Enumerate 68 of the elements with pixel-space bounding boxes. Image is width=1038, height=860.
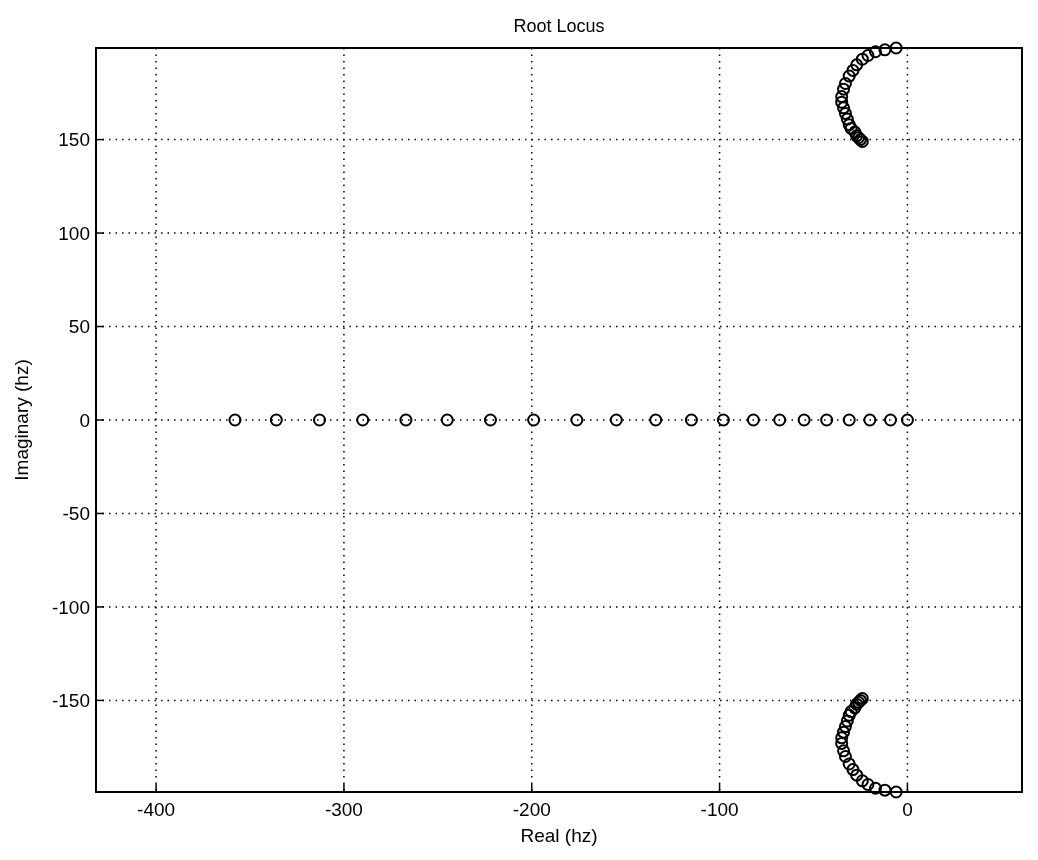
point <box>838 720 852 734</box>
point <box>863 413 877 427</box>
y-tick-label: 0 <box>79 409 90 431</box>
point <box>884 413 898 427</box>
y-tick-label: -150 <box>51 690 90 712</box>
y-tick-label: 50 <box>68 316 90 338</box>
point <box>889 785 903 799</box>
point <box>716 413 730 427</box>
point <box>840 112 854 126</box>
x-tick-label: -200 <box>512 799 551 820</box>
point <box>228 413 242 427</box>
chart-title: Root Locus <box>513 16 605 36</box>
point <box>440 413 454 427</box>
point <box>846 63 860 77</box>
point <box>837 101 851 115</box>
point <box>820 413 834 427</box>
point <box>878 43 892 57</box>
point <box>878 783 892 797</box>
point <box>684 413 698 427</box>
point <box>838 749 852 763</box>
point <box>609 413 623 427</box>
point <box>356 413 370 427</box>
point <box>846 763 860 777</box>
point <box>855 52 869 66</box>
x-tick-label: -100 <box>700 799 739 820</box>
point <box>842 413 856 427</box>
point <box>837 725 851 739</box>
point <box>850 58 864 72</box>
point <box>835 90 849 104</box>
point <box>269 413 283 427</box>
point <box>868 45 882 59</box>
y-tick-label: -50 <box>62 503 90 525</box>
y-tick-label: 100 <box>58 222 90 244</box>
point <box>838 106 852 120</box>
x-axis-title: Real (hz) <box>520 825 598 846</box>
x-tick-label: -300 <box>324 799 363 820</box>
point <box>746 413 760 427</box>
point <box>835 95 849 109</box>
point <box>861 778 875 792</box>
point <box>900 413 914 427</box>
point <box>570 413 584 427</box>
point <box>797 413 811 427</box>
x-tick-label: -400 <box>137 799 176 820</box>
point <box>837 744 851 758</box>
point <box>835 731 849 745</box>
point <box>773 413 787 427</box>
point <box>889 41 903 55</box>
point <box>313 413 327 427</box>
point <box>838 77 852 91</box>
point <box>848 125 862 139</box>
y-axis-title: Imaginary (hz) <box>11 359 32 481</box>
y-tick-label: 150 <box>58 129 90 151</box>
point <box>848 701 862 715</box>
x-tick-label: 0 <box>902 799 913 820</box>
point <box>868 781 882 795</box>
point <box>837 82 851 96</box>
point <box>842 69 856 83</box>
point <box>649 413 663 427</box>
point <box>842 757 856 771</box>
point <box>850 768 864 782</box>
y-tick-label: -100 <box>51 596 90 618</box>
point <box>483 413 497 427</box>
point <box>527 413 541 427</box>
point <box>861 48 875 62</box>
point <box>835 736 849 750</box>
point <box>855 774 869 788</box>
point <box>399 413 413 427</box>
point <box>840 714 854 728</box>
